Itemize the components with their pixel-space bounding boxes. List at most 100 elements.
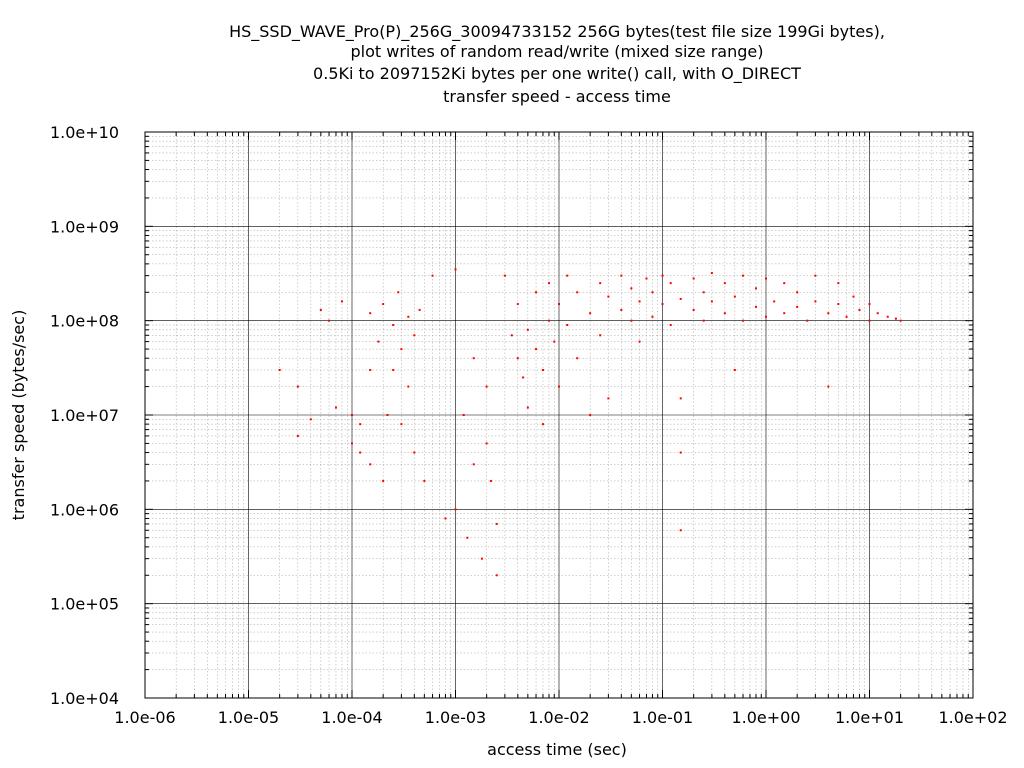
data-point [630, 287, 633, 290]
data-point [679, 297, 682, 300]
data-point [558, 385, 560, 388]
data-point [852, 295, 855, 298]
data-point [827, 385, 830, 388]
data-point [796, 305, 799, 308]
data-point [495, 574, 498, 577]
data-point [485, 385, 488, 388]
data-point [541, 368, 544, 371]
data-point [503, 274, 506, 277]
data-point [510, 334, 513, 337]
x-tick-label: 1.0e-02 [528, 708, 589, 727]
data-point [382, 479, 385, 482]
y-tick-label: 1.0e+04 [50, 689, 119, 708]
y-tick-label: 1.0e+09 [50, 217, 119, 236]
data-point [651, 291, 654, 294]
data-point [392, 368, 395, 371]
data-point [489, 479, 492, 482]
x-tick-label: 1.0e-05 [218, 708, 279, 727]
data-point [599, 282, 602, 285]
data-point [351, 414, 353, 416]
x-tick-label: 1.0e-01 [632, 708, 693, 727]
data-point [431, 274, 434, 277]
data-point [454, 268, 457, 271]
x-tick-label: 1.0e-04 [321, 708, 382, 727]
data-point [397, 291, 400, 294]
data-point [413, 334, 416, 337]
data-point [868, 303, 871, 306]
x-tick-label: 1.0e+00 [731, 708, 800, 727]
data-point [359, 451, 362, 454]
data-point [369, 463, 372, 466]
data-point [369, 368, 372, 371]
y-axis-label: transfer speed (bytes/sec) [9, 310, 28, 521]
data-point [723, 282, 726, 285]
data-point [630, 319, 633, 322]
data-point [742, 274, 745, 277]
y-tick-label: 1.0e+10 [50, 123, 119, 142]
data-point [454, 508, 457, 511]
data-point [547, 282, 550, 285]
data-point [522, 376, 525, 379]
x-tick-label: 1.0e+02 [938, 708, 1007, 727]
data-point [407, 385, 410, 388]
data-point [296, 434, 299, 437]
data-point [386, 414, 389, 416]
data-point [340, 300, 343, 303]
data-point [620, 274, 623, 277]
data-point [754, 287, 757, 290]
data-point [418, 308, 421, 311]
data-point [679, 451, 682, 454]
data-point [278, 368, 281, 371]
data-point [423, 479, 426, 482]
data-point [814, 300, 817, 303]
data-point [516, 303, 519, 306]
data-point [661, 274, 664, 277]
x-tick-label: 1.0e+01 [835, 708, 904, 727]
data-point [351, 442, 353, 445]
data-point [783, 282, 786, 285]
data-point [334, 406, 337, 409]
data-point [472, 463, 475, 466]
y-tick-label: 1.0e+05 [50, 595, 119, 614]
data-point [669, 323, 672, 326]
data-points [278, 268, 902, 577]
data-point [679, 397, 682, 400]
data-point [462, 414, 465, 416]
data-point [765, 315, 767, 318]
data-point [858, 308, 861, 311]
data-point [899, 319, 902, 322]
y-tick-label: 1.0e+06 [50, 500, 119, 519]
data-point [702, 291, 705, 294]
major-gridlines [145, 132, 973, 698]
data-point [407, 315, 410, 318]
data-point [607, 397, 610, 400]
data-point [359, 423, 362, 426]
data-point [319, 308, 322, 311]
data-point [754, 305, 757, 308]
data-point [742, 319, 745, 322]
data-point [369, 312, 372, 315]
data-point [495, 522, 498, 525]
data-point [576, 291, 579, 294]
data-point [837, 282, 840, 285]
data-point [400, 423, 403, 426]
data-point [526, 406, 529, 409]
data-point [413, 451, 416, 454]
y-axis-tick-labels: 1.0e+04 1.0e+05 1.0e+06 1.0e+07 1.0e+08 1.0e+… [50, 123, 119, 708]
data-point [733, 368, 736, 371]
data-point [296, 385, 299, 388]
data-point [485, 442, 488, 445]
data-point [661, 303, 664, 306]
data-point [814, 274, 817, 277]
data-point [651, 315, 654, 318]
data-point [806, 319, 809, 322]
data-point [723, 312, 726, 315]
data-point [886, 315, 889, 318]
data-point [466, 536, 469, 539]
x-axis-label: access time (sec) [487, 740, 627, 759]
data-point [576, 357, 579, 360]
data-point [472, 357, 475, 360]
data-point [645, 277, 648, 280]
data-point [535, 348, 538, 351]
